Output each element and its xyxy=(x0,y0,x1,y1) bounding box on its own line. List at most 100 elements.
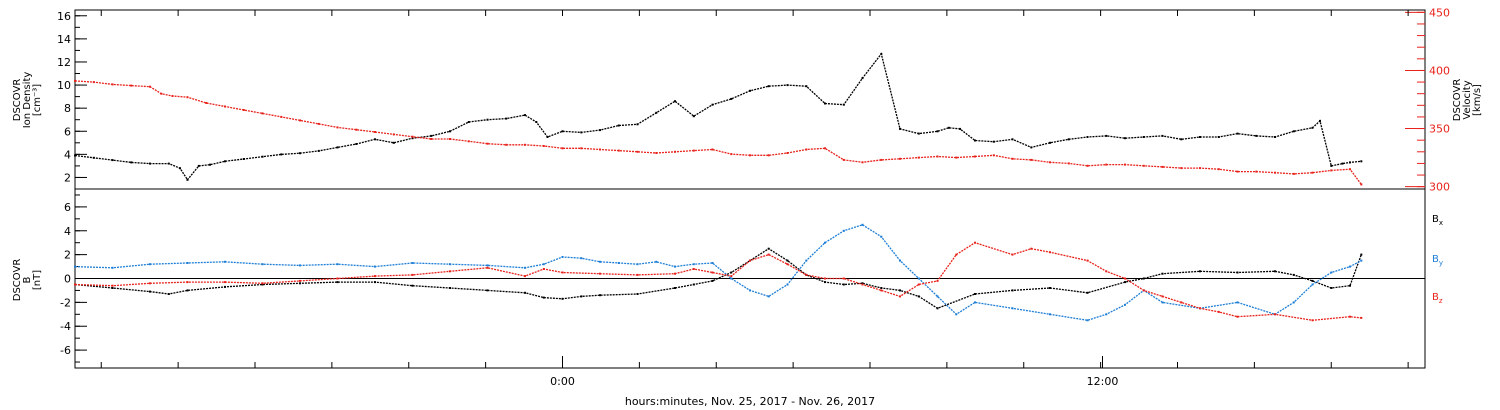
bz-series-point xyxy=(599,272,601,275)
bx-series-point xyxy=(1360,253,1363,256)
ion-density-series-point xyxy=(861,77,864,80)
velocity-series-point xyxy=(636,150,639,153)
ion-density-series-point xyxy=(636,123,639,126)
by-series-point xyxy=(917,277,920,280)
ion-density-series-point xyxy=(974,139,976,142)
y-tick-label: 4 xyxy=(64,225,71,238)
bx-series-point xyxy=(786,259,789,262)
velocity-series-point xyxy=(1011,157,1014,160)
velocity-series-point xyxy=(1274,171,1276,174)
velocity-series-point xyxy=(486,142,489,145)
bx-series-point xyxy=(1142,277,1145,280)
by-series-point xyxy=(524,266,526,269)
velocity-series-point xyxy=(336,126,339,129)
ion-density-series-point xyxy=(936,130,939,133)
bz-series-point xyxy=(730,275,733,278)
ion-density-series-point xyxy=(149,162,151,165)
by-series-point xyxy=(636,263,639,266)
ion-density-series-point xyxy=(111,159,114,162)
velocity-series-point xyxy=(111,83,114,86)
ion-density-series-point xyxy=(1341,162,1344,165)
velocity-series-point xyxy=(861,161,864,164)
bx-series-point xyxy=(224,285,226,288)
bx-series-point xyxy=(1236,271,1239,274)
velocity-series-point xyxy=(1255,170,1258,173)
ion-density-series-point xyxy=(299,152,301,155)
velocity-series-point xyxy=(1086,164,1089,167)
by-series-point xyxy=(1161,301,1164,304)
by-series-point xyxy=(655,260,658,263)
bz-series-point xyxy=(1086,259,1089,262)
velocity-series-point xyxy=(317,122,320,125)
bz-series-point xyxy=(824,277,826,280)
bx-series-point xyxy=(1049,287,1051,289)
velocity-axis-label-line: DSCOVR xyxy=(1452,79,1463,122)
by-series-point xyxy=(1236,301,1239,304)
legend-item: By xyxy=(1432,254,1443,267)
bz-series-point xyxy=(917,283,920,286)
bx-series-point xyxy=(524,291,526,294)
by-series-point xyxy=(486,264,489,267)
ion-density-series-point xyxy=(130,161,133,164)
by-series-point xyxy=(186,262,189,264)
by-series-point xyxy=(1011,307,1014,310)
ion-density-series-point xyxy=(197,164,200,167)
y2-tick-label: 350 xyxy=(1429,123,1450,136)
velocity-series-point xyxy=(842,158,845,161)
ion-density-series-point xyxy=(617,124,620,127)
velocity-series-point xyxy=(730,153,733,156)
legend-item: Bx xyxy=(1432,214,1443,227)
velocity-series-point xyxy=(449,138,451,140)
velocity-series-point xyxy=(392,133,395,136)
by-series-point xyxy=(617,262,620,264)
y-tick-label: 2 xyxy=(64,249,71,262)
velocity-series-point xyxy=(299,119,301,122)
legend: Bx By Bz xyxy=(1432,214,1443,305)
velocity-series-point xyxy=(1180,167,1183,170)
ion-density-series-point xyxy=(674,100,676,103)
velocity-series-point xyxy=(1105,163,1108,166)
velocity-series-point xyxy=(599,148,601,151)
velocity-series xyxy=(74,79,1363,186)
velocity-series-point xyxy=(561,147,564,150)
ion-density-series-point xyxy=(186,178,189,181)
bx-series-point xyxy=(917,295,920,298)
by-series-point xyxy=(1049,313,1051,316)
ion-density-series-point xyxy=(524,114,526,117)
bz-series-point xyxy=(374,275,376,278)
bx-series-point xyxy=(449,287,451,289)
bx-series-point xyxy=(1011,289,1014,292)
bx-series-point xyxy=(692,283,695,286)
by-series-point xyxy=(580,257,583,260)
ion-density-series-point xyxy=(336,146,339,149)
by-series-point xyxy=(599,260,601,263)
velocity-series-point xyxy=(974,155,976,158)
by-series-point xyxy=(149,263,151,266)
ion-density-series-point xyxy=(1217,136,1220,138)
ion-density-series-point xyxy=(355,143,358,145)
velocity-series-point xyxy=(1161,165,1164,168)
by-series-point xyxy=(261,263,264,266)
y-tick-label: -4 xyxy=(60,320,71,333)
ion-density-series-point xyxy=(1274,136,1276,138)
ion-density-series-point xyxy=(535,121,538,123)
bottom-left-axis: -6 -4 -2 0 2 4 6 xyxy=(60,194,87,363)
bx-series-point xyxy=(1292,273,1295,276)
bx-series-point xyxy=(336,281,339,284)
y2-tick-label: 450 xyxy=(1429,6,1450,19)
velocity-series-point xyxy=(674,150,676,153)
velocity-series-point xyxy=(542,145,545,147)
bz-series-point xyxy=(524,275,526,278)
bz-series-point xyxy=(842,277,845,280)
velocity-series-point xyxy=(711,148,714,151)
bx-series-point xyxy=(711,279,714,282)
by-series-point xyxy=(1349,265,1351,268)
bx-series-point xyxy=(580,295,583,298)
bz-series-point xyxy=(1161,295,1164,298)
bz-series-point xyxy=(1180,301,1183,304)
bz-series-point xyxy=(805,273,808,276)
bz-series-point xyxy=(899,295,901,298)
velocity-series-point xyxy=(430,138,433,140)
bz-series xyxy=(74,241,1363,322)
bz-series-point xyxy=(411,273,414,276)
